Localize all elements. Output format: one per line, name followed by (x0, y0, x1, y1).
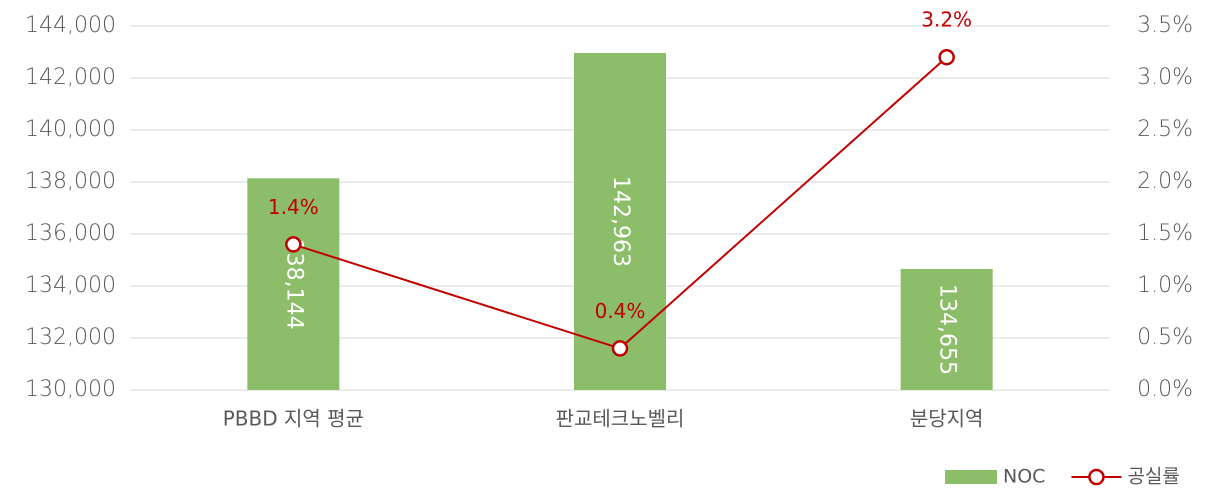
y-tick-label: 140,000 (25, 117, 116, 142)
y-tick-label: 132,000 (25, 325, 116, 350)
legend-label: NOC (1003, 466, 1045, 488)
bar-value-label: 138,144 (281, 239, 306, 330)
y2-tick-label: 2.5% (1137, 117, 1193, 142)
y2-tick-label: 3.5% (1137, 13, 1193, 38)
y-tick-label: 144,000 (25, 13, 116, 38)
x-tick-label: 판교테크노벨리 (556, 407, 685, 431)
x-tick-label: 분당지역 (910, 407, 984, 431)
y-tick-label: 138,000 (25, 169, 116, 194)
line-point (285, 236, 302, 253)
y2-tick-label: 0.0% (1137, 377, 1193, 402)
bar-value-label: 134,655 (935, 284, 960, 375)
y2-tick-label: 2.0% (1137, 169, 1193, 194)
line-value-label: 1.4% (268, 195, 319, 219)
bar (574, 52, 666, 390)
bar (247, 178, 340, 390)
line-point (938, 48, 955, 66)
y-tick-label: 136,000 (25, 221, 116, 246)
x-tick-label: PBBD 지역 평균 (223, 407, 364, 431)
line-value-label: 0.4% (595, 299, 646, 323)
y2-tick-label: 1.0% (1137, 273, 1193, 298)
y-tick-label: 142,000 (25, 65, 116, 90)
legend-label: 공실률 (1127, 466, 1179, 488)
y2-tick-label: 3.0% (1137, 65, 1193, 90)
legend-swatch (945, 470, 997, 484)
line-value-label: 3.2% (921, 8, 972, 32)
line-point (611, 340, 629, 357)
y2-tick-label: 1.5% (1137, 221, 1193, 246)
bar (900, 268, 993, 390)
y-tick-label: 130,000 (25, 377, 116, 402)
bar-value-label: 142,963 (608, 176, 633, 267)
y2-tick-label: 0.5% (1137, 325, 1193, 350)
y-tick-label: 134,000 (25, 273, 116, 298)
legend-swatch (1088, 468, 1105, 486)
